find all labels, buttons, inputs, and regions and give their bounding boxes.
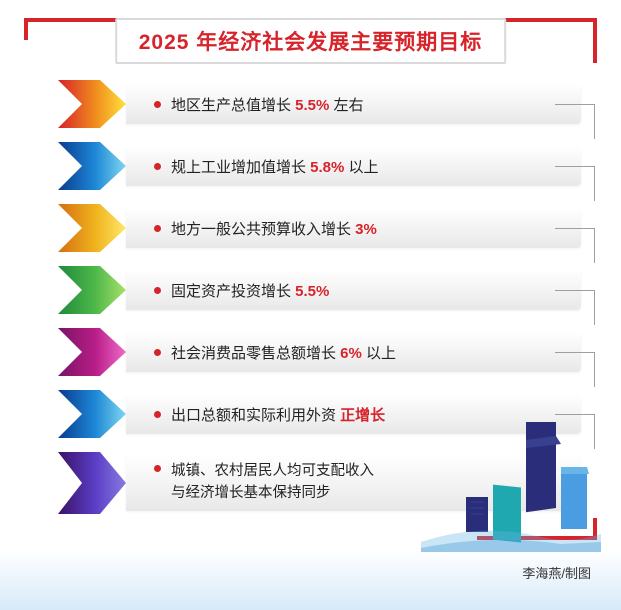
title-text: 2025 年经济社会发展主要预期目标 xyxy=(139,26,483,56)
highlight-value: 5.5% xyxy=(295,97,329,114)
highlight-value: 6% xyxy=(340,345,362,362)
highlight-value: 5.5% xyxy=(295,283,329,300)
bullet-icon xyxy=(154,163,161,170)
connector-line xyxy=(555,104,595,139)
city-illustration xyxy=(421,422,601,552)
target-row: 社会消费品零售总额增长 6% 以上 xyxy=(58,328,581,376)
credit-text: 李海燕/制图 xyxy=(522,563,591,582)
highlight-value: 5.8% xyxy=(310,159,344,176)
bullet-icon xyxy=(154,287,161,294)
target-label: 固定资产投资增长 5.5% xyxy=(171,280,329,301)
arrow-icon xyxy=(58,266,126,314)
connector-line xyxy=(555,166,595,201)
bullet-icon xyxy=(154,349,161,356)
arrow-icon xyxy=(58,390,126,438)
target-label: 规上工业增加值增长 5.8% 以上 xyxy=(171,156,379,177)
connector-line xyxy=(555,352,595,387)
target-row: 地方一般公共预算收入增长 3% xyxy=(58,204,581,252)
bullet-icon xyxy=(154,225,161,232)
target-bar: 地方一般公共预算收入增长 3% xyxy=(126,208,581,248)
bullet-icon xyxy=(154,101,161,108)
arrow-icon xyxy=(58,142,126,190)
target-bar: 规上工业增加值增长 5.8% 以上 xyxy=(126,146,581,186)
target-bar: 固定资产投资增长 5.5% xyxy=(126,270,581,310)
target-label: 社会消费品零售总额增长 6% 以上 xyxy=(171,342,396,363)
highlight-value: 3% xyxy=(355,221,377,238)
target-row: 规上工业增加值增长 5.8% 以上 xyxy=(58,142,581,190)
target-bar: 地区生产总值增长 5.5% 左右 xyxy=(126,84,581,124)
bullet-icon xyxy=(154,465,161,472)
arrow-icon xyxy=(58,452,126,514)
target-label: 城镇、农村居民人均可支配收入与经济增长基本保持同步 xyxy=(171,461,374,505)
bullet-icon xyxy=(154,411,161,418)
target-row: 地区生产总值增长 5.5% 左右 xyxy=(58,80,581,128)
connector-line xyxy=(555,290,595,325)
connector-line xyxy=(555,228,595,263)
arrow-icon xyxy=(58,204,126,252)
target-label: 出口总额和实际利用外资 正增长 xyxy=(171,404,385,425)
arrow-icon xyxy=(58,80,126,128)
target-row: 固定资产投资增长 5.5% xyxy=(58,266,581,314)
title-box: 2025 年经济社会发展主要预期目标 xyxy=(115,18,507,64)
target-bar: 社会消费品零售总额增长 6% 以上 xyxy=(126,332,581,372)
highlight-value: 正增长 xyxy=(340,407,385,424)
arrow-icon xyxy=(58,328,126,376)
target-label: 地区生产总值增长 5.5% 左右 xyxy=(171,94,364,115)
target-label: 地方一般公共预算收入增长 3% xyxy=(171,218,377,239)
